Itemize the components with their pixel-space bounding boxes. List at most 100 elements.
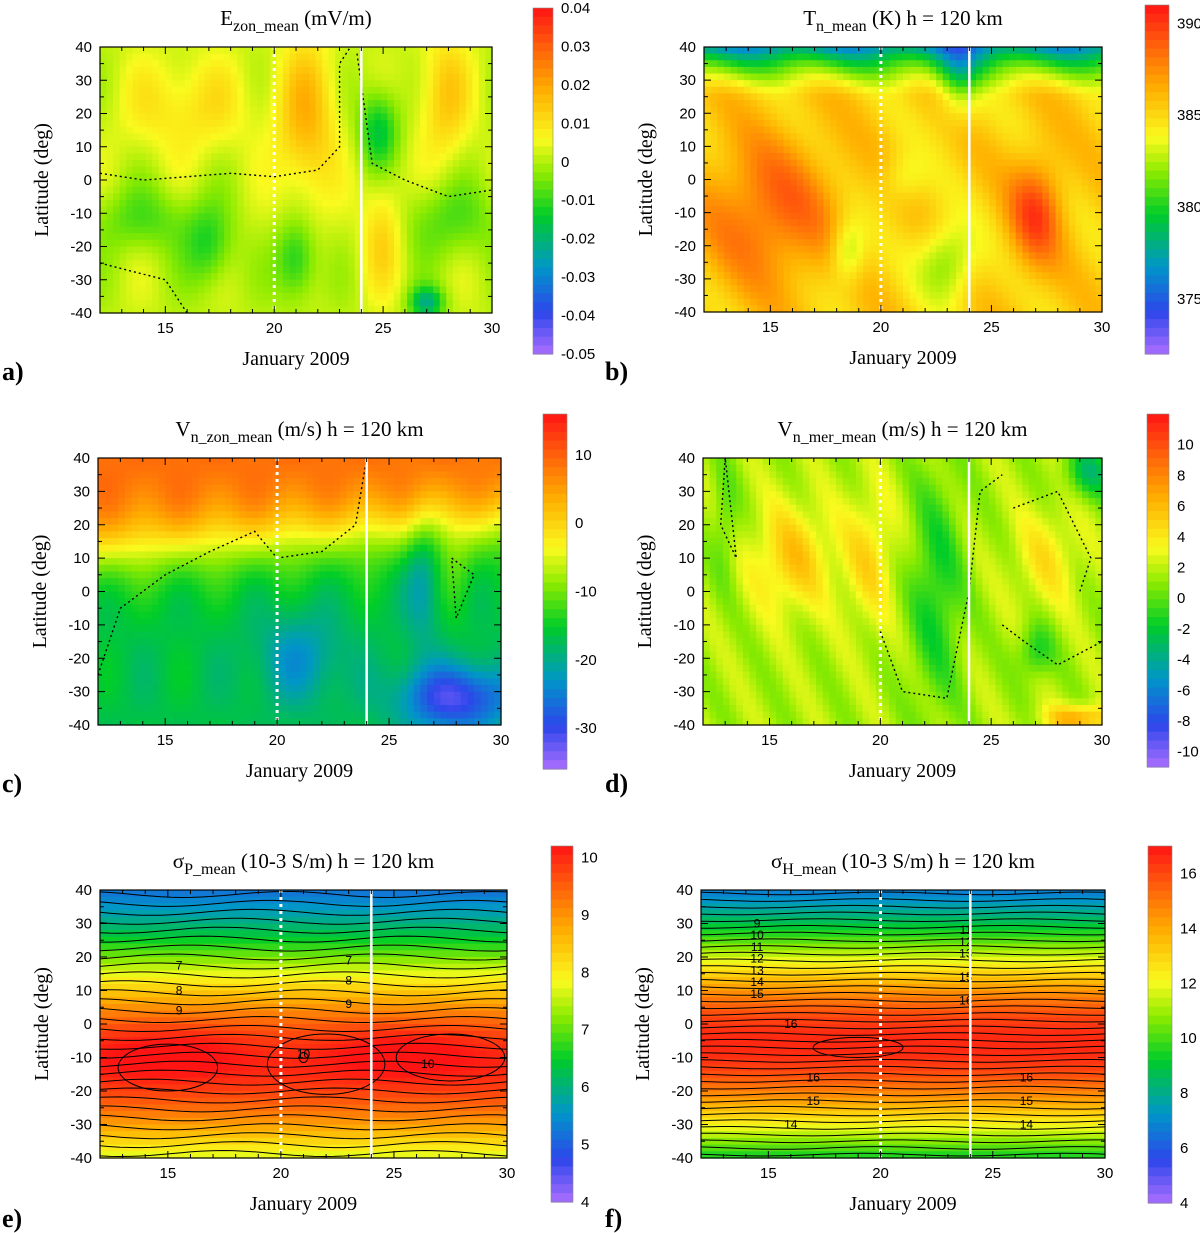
heatmap-cell [420, 66, 428, 75]
heatmap-cell [989, 113, 997, 121]
heatmap-cell [289, 66, 297, 75]
heatmap-cell [178, 126, 186, 135]
heatmap-cell [309, 53, 317, 61]
heatmap-cell [328, 47, 336, 55]
heatmap-cell [452, 286, 460, 294]
heatmap-cell [856, 100, 864, 108]
heatmap-cell [730, 60, 738, 68]
heatmap-cell [100, 73, 108, 81]
heatmap-cell [1002, 126, 1010, 134]
heatmap-cell [191, 100, 199, 108]
heatmap-cell [145, 180, 153, 188]
heatmap-cell [776, 239, 785, 247]
heatmap-cell [289, 60, 297, 68]
colorbar-step [533, 336, 553, 346]
heatmap-cell [889, 219, 897, 227]
heatmap-cell [962, 172, 970, 181]
heatmap-cell [876, 139, 884, 147]
heatmap-cell [439, 186, 447, 194]
heatmap-cell [446, 153, 454, 161]
heatmap-cell [165, 53, 173, 61]
heatmap-cell [478, 239, 487, 248]
heatmap-cell [309, 279, 317, 287]
heatmap-cell [250, 126, 258, 135]
heatmap-cell [843, 153, 851, 161]
heatmap-cell [413, 93, 421, 101]
heatmap-cell [717, 272, 725, 280]
heatmap-cell [452, 299, 460, 307]
heatmap-cell [942, 298, 951, 306]
heatmap-cell [184, 113, 193, 121]
heatmap-cell [962, 100, 970, 108]
heatmap-cell [472, 186, 480, 194]
heatmap-cell [341, 199, 349, 208]
heatmap-cell [1095, 298, 1103, 306]
heatmap-cell [909, 219, 917, 227]
heatmap-cell [243, 160, 251, 168]
heatmap-cell [335, 173, 343, 181]
heatmap-cell [113, 279, 121, 287]
heatmap-cell [302, 226, 310, 234]
heatmap-cell [243, 259, 251, 268]
heatmap-cell [446, 106, 454, 115]
heatmap-cell [367, 66, 375, 75]
heatmap-cell [374, 173, 382, 181]
heatmap-cell [296, 86, 304, 95]
heatmap-cell [916, 126, 924, 134]
heatmap-cell [956, 86, 964, 94]
heatmap-cell [903, 259, 911, 267]
heatmap-cell [770, 126, 778, 134]
heatmap-cell [889, 285, 897, 293]
heatmap-cell [100, 286, 108, 294]
heatmap-cell [394, 206, 402, 214]
heatmap-cell [717, 53, 725, 61]
heatmap-cell [263, 233, 271, 241]
heatmap-cell [452, 253, 460, 261]
heatmap-cell [420, 166, 428, 174]
heatmap-cell [158, 73, 166, 81]
heatmap-cell [407, 293, 415, 301]
heatmap-cell [876, 126, 884, 134]
heatmap-cell [743, 278, 752, 287]
heatmap-cell [1082, 225, 1090, 234]
heatmap-cell [863, 252, 871, 260]
heatmap-cell [737, 245, 745, 253]
heatmap-cell [256, 120, 264, 128]
heatmap-cell [459, 306, 467, 314]
heatmap-cell [1062, 73, 1070, 81]
heatmap-cell [956, 265, 964, 273]
heatmap-cell [139, 160, 147, 168]
heatmap-cell [757, 265, 765, 273]
heatmap-cell [452, 226, 460, 234]
heatmap-cell [1015, 73, 1023, 81]
heatmap-cell [113, 259, 121, 268]
heatmap-cell [843, 47, 851, 55]
heatmap-cell [243, 153, 251, 161]
heatmap-cell [452, 60, 460, 68]
heatmap-cell [830, 100, 838, 108]
heatmap-cell [439, 166, 447, 174]
heatmap-cell [816, 80, 824, 88]
heatmap-cell [763, 172, 771, 181]
heatmap-cell [459, 226, 467, 234]
heatmap-cell [315, 160, 323, 168]
heatmap-cell [413, 206, 421, 214]
heatmap-cell [165, 206, 173, 214]
heatmap-cell [119, 86, 127, 95]
heatmap-cell [400, 206, 408, 214]
heatmap-cell [750, 259, 758, 267]
heatmap-cell [472, 160, 480, 168]
heatmap-cell [1095, 80, 1103, 88]
heatmap-cell [348, 186, 356, 194]
heatmap-cell [472, 140, 480, 148]
heatmap-cell [132, 213, 140, 221]
heatmap-cell [823, 192, 831, 200]
heatmap-cell [243, 80, 251, 88]
heatmap-cell [269, 166, 277, 174]
heatmap-cell [969, 285, 977, 293]
heatmap-cell [1068, 272, 1077, 280]
heatmap-cell [723, 139, 732, 147]
heatmap-cell [263, 73, 271, 81]
heatmap-cell [158, 253, 166, 261]
heatmap-cell [916, 80, 924, 88]
